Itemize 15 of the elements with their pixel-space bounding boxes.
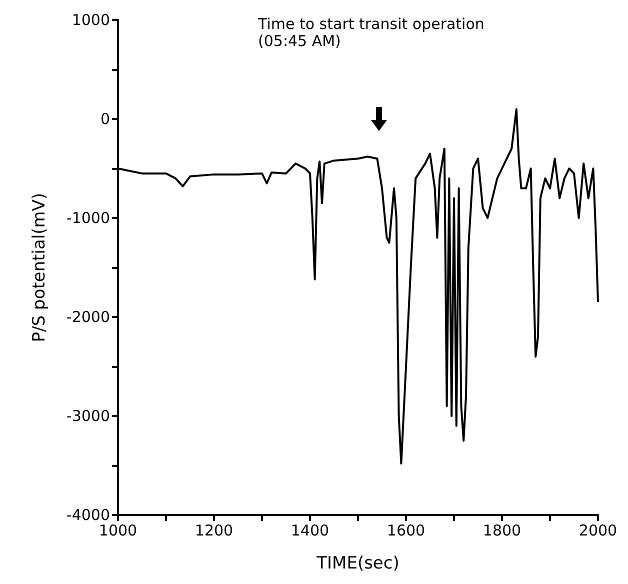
x-tick-label: 2000 — [578, 522, 618, 540]
x-tick-label: 1800 — [482, 522, 522, 540]
x-tick-label: 1200 — [194, 522, 234, 540]
y-tick-label: -2000 — [66, 308, 110, 326]
annotation: Time to start transit operation (05:45 AM) — [258, 15, 484, 50]
y-tick-label: -4000 — [66, 506, 110, 524]
y-tick-label: -1000 — [66, 209, 110, 227]
y-tick-label: -3000 — [66, 407, 110, 425]
x-tick-label: 1000 — [98, 522, 138, 540]
x-axis-title: TIME(sec) — [316, 554, 400, 574]
y-tick-label: 1000 — [72, 11, 110, 29]
x-tick-label: 1600 — [386, 522, 426, 540]
y-tick-label: 0 — [100, 110, 110, 128]
x-tick-label: 1400 — [290, 522, 330, 540]
y-axis-title: P/S potential(mV) — [30, 192, 50, 342]
